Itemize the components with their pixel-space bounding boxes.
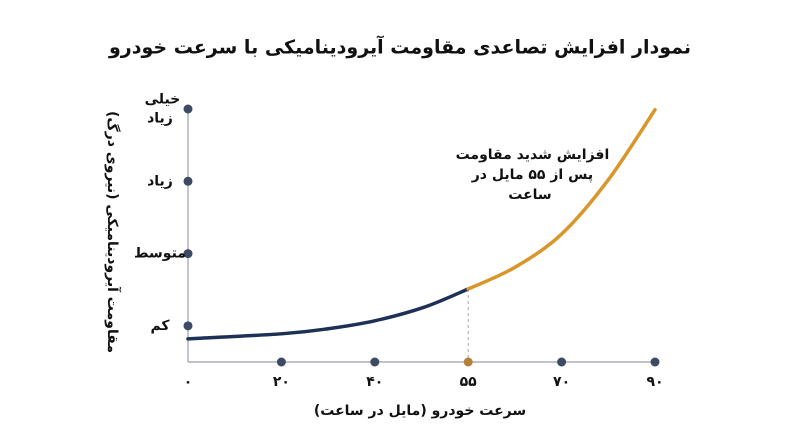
chart-title: نمودار افزایش تصاعدی مقاومت آیرودینامیکی… [108, 35, 691, 59]
x-tick-label: ۰ [184, 374, 193, 390]
x-tick-label: ۲۰ [273, 374, 290, 390]
x-tick-dot [463, 357, 473, 367]
line-series [466, 107, 657, 291]
x-tick-dot [370, 357, 380, 367]
annotation: افزایش شدید مقاومت پس از ۵۵ مایل در ساعت [451, 147, 610, 203]
y-tick-dot [183, 176, 193, 186]
x-tick-dot [650, 357, 660, 367]
y-tick-dot [183, 321, 193, 331]
y-tick-label: خیلی زیاد [140, 92, 181, 127]
y-tick-label: متوسط [134, 246, 186, 262]
y-tick-dot [183, 249, 193, 259]
x-tick-label: ۹۰ [646, 374, 663, 390]
x-tick-label: ۴۰ [366, 374, 383, 390]
x-axis-title: سرعت خودرو (مایل در ساعت) [314, 403, 526, 419]
line-series [186, 287, 470, 341]
y-tick-dot [183, 104, 193, 114]
x-tick-dot [557, 357, 567, 367]
x-tick-label: ۷۰ [553, 374, 570, 390]
y-tick-label: زیاد [147, 173, 173, 189]
y-axis-title: مقاومت آیرودینامیکی (نیروی درگ) [104, 111, 122, 353]
x-tick-label: ۵۵ [460, 374, 478, 390]
y-tick-label: کم [150, 318, 170, 334]
x-tick-dot [276, 357, 286, 367]
